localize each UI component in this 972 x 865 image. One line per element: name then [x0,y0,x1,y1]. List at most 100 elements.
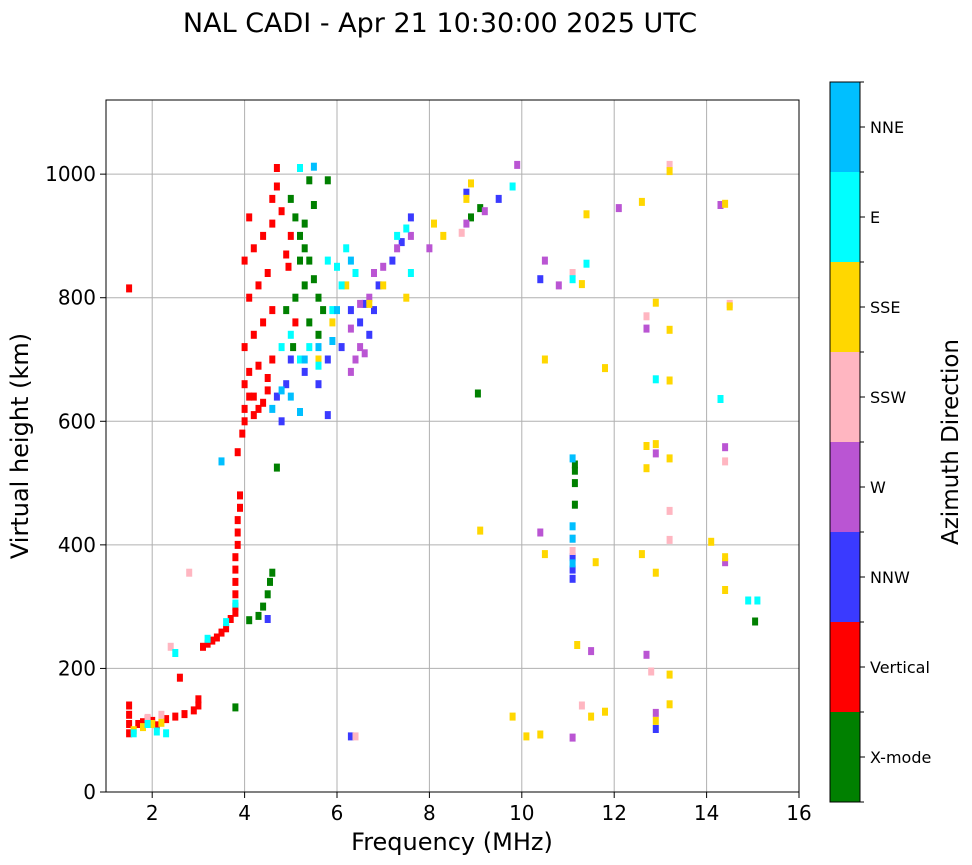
data-point-vertical [232,590,239,599]
data-point-vertical [246,392,253,401]
data-point-e [652,375,659,384]
plot-area [106,100,799,792]
data-point-x-mode [301,244,308,253]
data-point-vertical [126,284,133,293]
data-point-sse [477,526,484,535]
data-point-sse [602,364,608,373]
data-point-w [361,349,368,358]
data-point-sse [149,720,156,728]
data-point-vertical [269,355,276,364]
data-point-sse [366,299,373,308]
data-point-e [297,164,303,172]
colorbar-tick-label: SSW [870,388,906,407]
data-point-e [204,634,211,643]
data-point-e [287,330,294,339]
data-point-nne [569,522,576,531]
data-point-vertical [232,553,239,562]
chart-title: NAL CADI - Apr 21 10:30:00 2025 UTC [183,8,697,39]
colorbar-label: Azimuth Direction [938,339,964,545]
data-point-sse [643,464,650,473]
data-point-sse [652,716,659,725]
data-point-w [537,528,544,537]
data-point-ssw [569,547,576,555]
data-point-vertical [232,577,239,586]
colorbar-segment-x-mode [830,712,860,802]
colorbar: X-mode Vertical NNW W SSW SSE E NNE [829,81,931,803]
y-tick-label: 0 [83,780,96,804]
data-point-nne [287,392,294,401]
data-point-w [652,708,659,717]
data-point-e [583,259,590,268]
data-point-nnw [347,732,354,741]
grid-lines [106,100,800,793]
data-point-sse [588,712,595,721]
x-tick-label: 10 [509,801,534,825]
data-point-e [394,231,401,240]
data-point-sse [541,550,548,559]
data-point-x-mode [571,500,578,509]
data-point-x-mode [315,330,322,339]
y-tick-label: 200 [58,656,96,680]
data-point-nne [569,454,576,463]
data-point-ssw [144,713,151,722]
data-point-w [541,256,548,265]
data-point-vertical [273,182,280,191]
data-point-vertical [234,516,241,525]
data-point-e [130,729,137,738]
data-point-x-mode [310,201,317,209]
data-point-e [717,395,724,403]
data-point-sse [666,376,673,385]
data-point-e [297,355,303,364]
data-point-x-mode [301,281,308,290]
data-point-w [555,281,562,290]
data-point-w [347,367,354,376]
data-point-vertical [241,380,248,389]
data-point-x-mode [474,389,481,398]
data-point-sse [403,293,410,302]
data-point-sse [722,199,729,208]
data-point-nnw [652,725,659,733]
data-point-w [394,244,401,253]
data-point-nne [278,386,285,395]
data-point-sse [315,355,322,364]
x-tick-label: 12 [601,801,626,825]
data-point-vertical [269,194,276,203]
data-point-ssw [722,457,729,466]
data-point-vertical [213,633,220,642]
data-point-vertical [269,306,276,315]
data-point-x-mode [273,463,280,472]
data-point-e [324,256,331,265]
data-point-vertical [204,639,211,648]
data-point-e [278,343,285,352]
data-point-x-mode [290,343,297,352]
data-point-x-mode [571,479,578,488]
data-point-vertical [176,673,183,682]
data-point-sse [343,281,350,290]
data-point-x-mode [324,176,331,185]
data-point-nne [329,337,336,345]
data-point-x-mode [306,318,313,327]
data-point-sse [541,355,548,364]
data-point-x-mode [468,213,474,222]
data-point-e [569,275,576,284]
data-point-nnw [366,330,373,339]
data-point-sse [468,179,474,188]
data-point-x-mode [246,616,253,625]
data-point-sse [666,167,673,176]
data-point-nnw [324,411,331,420]
data-point-vertical [126,701,133,710]
data-point-ssw [186,568,193,577]
data-point-e [509,182,516,191]
data-point-vertical [292,318,299,327]
data-point-e [306,343,313,352]
y-axis-ticks: 0 200 400 600 800 1000 [45,162,106,804]
data-point-sse [643,442,650,450]
data-point-x-mode [306,256,313,265]
data-point-nne [315,343,322,352]
data-point-nnw [283,380,290,389]
data-point-sse [583,210,590,219]
data-point-sse [666,454,673,463]
data-point-vertical [278,207,285,216]
data-point-x-mode [264,590,271,599]
data-point-w [407,231,414,240]
